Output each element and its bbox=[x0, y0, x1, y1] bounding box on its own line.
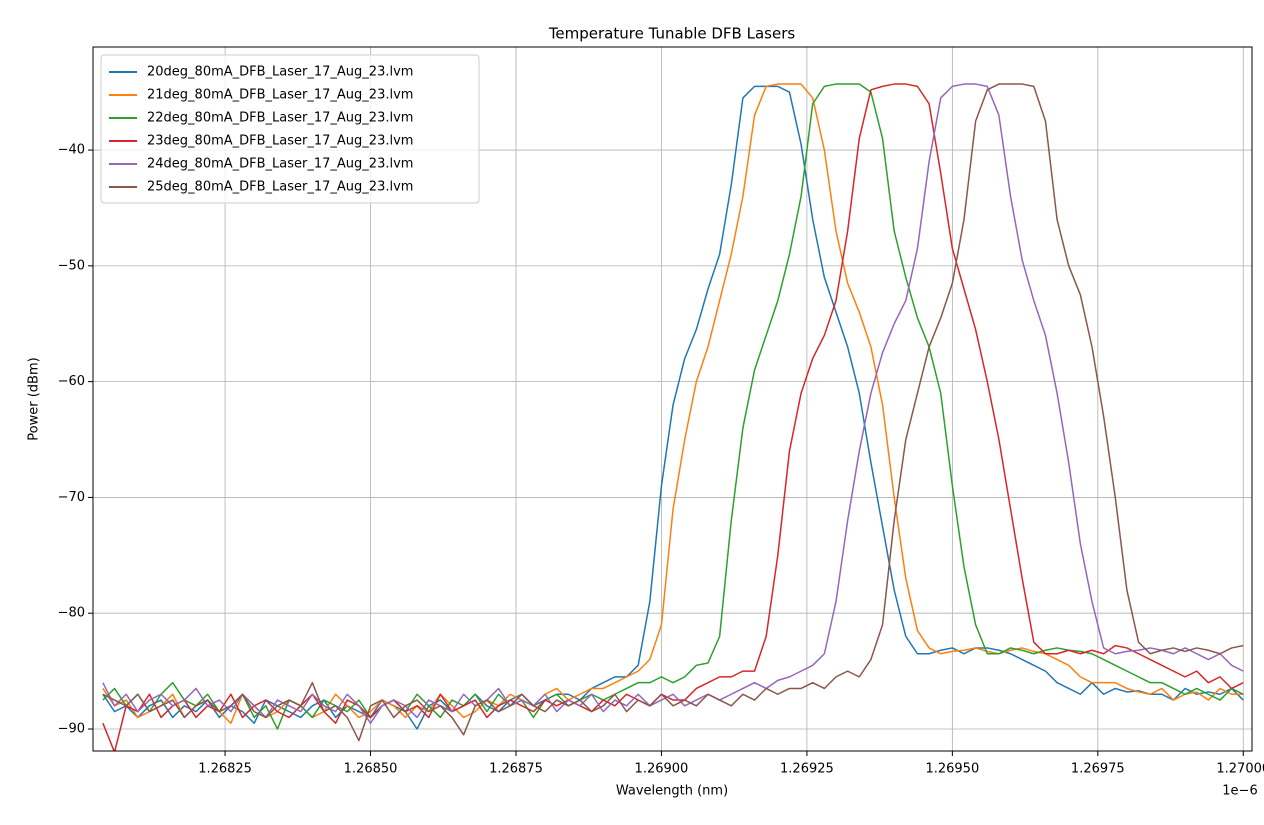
legend-label: 23deg_80mA_DFB_Laser_17_Aug_23.lvm bbox=[147, 134, 413, 149]
series-line bbox=[102, 83, 1244, 742]
legend-label: 22deg_80mA_DFB_Laser_17_Aug_23.lvm bbox=[147, 111, 413, 126]
x-tick-label: 1.27000 bbox=[1216, 762, 1264, 777]
plot-frame bbox=[92, 46, 1253, 752]
x-tick-label: 1.26925 bbox=[780, 762, 834, 777]
y-tick-label: −80 bbox=[58, 606, 85, 621]
x-tick-label: 1.26825 bbox=[198, 762, 252, 777]
legend-box bbox=[100, 54, 480, 204]
x-offset-label: 1e−6 bbox=[1222, 784, 1257, 799]
x-tick-label: 1.26875 bbox=[489, 762, 543, 777]
y-tick-label: −40 bbox=[58, 143, 85, 158]
legend-label: 25deg_80mA_DFB_Laser_17_Aug_23.lvm bbox=[147, 180, 413, 195]
series-line bbox=[102, 83, 1244, 724]
legend: 20deg_80mA_DFB_Laser_17_Aug_23.lvm 21deg_… bbox=[100, 54, 480, 204]
legend-label: 21deg_80mA_DFB_Laser_17_Aug_23.lvm bbox=[147, 88, 413, 103]
x-tick-label: 1.26850 bbox=[344, 762, 398, 777]
legend-label: 24deg_80mA_DFB_Laser_17_Aug_23.lvm bbox=[147, 157, 413, 172]
x-tick-label: 1.26900 bbox=[635, 762, 689, 777]
x-axis-label: Wavelength (nm) bbox=[616, 784, 728, 799]
y-tick-label: −70 bbox=[58, 490, 85, 505]
y-tick-label: −60 bbox=[58, 374, 85, 389]
chart-title: Temperature Tunable DFB Lasers bbox=[548, 25, 796, 43]
legend-label: 20deg_80mA_DFB_Laser_17_Aug_23.lvm bbox=[147, 65, 413, 80]
x-tick-label: 1.26975 bbox=[1071, 762, 1125, 777]
y-axis-label: Power (dBm) bbox=[27, 357, 42, 440]
series-line bbox=[102, 83, 1244, 751]
x-tick-label: 1.26950 bbox=[925, 762, 979, 777]
y-tick-label: −50 bbox=[58, 258, 85, 273]
y-tick-label: −90 bbox=[58, 722, 85, 737]
